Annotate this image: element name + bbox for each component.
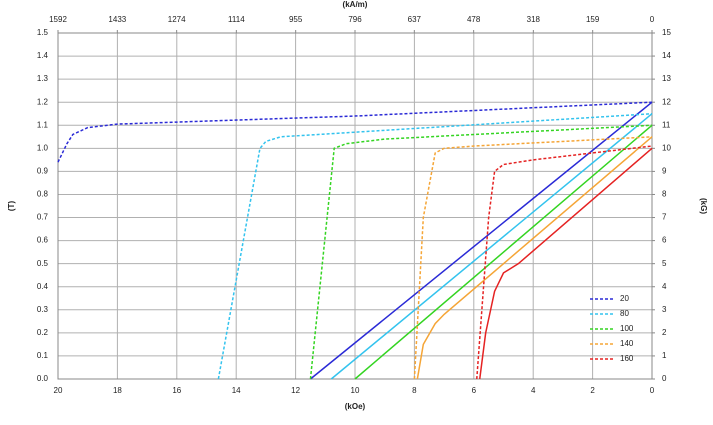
y-tick-label: 1.0 [37, 143, 49, 152]
x2-tick-label: 796 [348, 15, 362, 24]
intrinsic-curve [309, 124, 653, 380]
y-tick-label: 1.1 [37, 120, 49, 129]
normal-curve [330, 113, 653, 380]
y-tick-label: 0.8 [37, 190, 49, 199]
intrinsic-curve [413, 136, 653, 380]
x2-tick-label: 1592 [49, 15, 67, 24]
legend-label: 160 [620, 354, 634, 363]
y2-axis-title: (kG) [699, 198, 708, 214]
y-tick-label: 0.4 [37, 282, 49, 291]
x2-tick-label: 637 [408, 15, 422, 24]
y-tick-label: 0.2 [37, 328, 49, 337]
x-tick-label: 14 [232, 386, 241, 395]
x-tick-label: 18 [113, 386, 122, 395]
x2-tick-label: 318 [527, 15, 541, 24]
y2-tick-label: 13 [662, 74, 671, 83]
y-tick-label: 0.3 [37, 305, 49, 314]
y2-tick-label: 4 [662, 282, 667, 291]
x-axis-title: (kOe) [345, 402, 366, 411]
normal-curve [309, 101, 653, 380]
x2-tick-label: 159 [586, 15, 600, 24]
x-tick-label: 6 [472, 386, 477, 395]
y2-tick-label: 7 [662, 213, 667, 222]
x-tick-label: 4 [531, 386, 536, 395]
y2-tick-label: 12 [662, 97, 671, 106]
y-tick-label: 0.1 [37, 351, 49, 360]
y2-tick-label: 3 [662, 305, 667, 314]
legend-label: 20 [620, 294, 629, 303]
x-tick-label: 16 [172, 386, 181, 395]
intrinsic-curve [57, 101, 653, 163]
x-tick-label: 0 [650, 386, 655, 395]
y2-tick-label: 6 [662, 236, 667, 245]
y2-tick-label: 9 [662, 167, 667, 176]
x2-tick-label: 955 [289, 15, 303, 24]
x2-tick-label: 1274 [168, 15, 186, 24]
legend-label: 140 [620, 339, 634, 348]
y2-tick-label: 14 [662, 51, 671, 60]
y-tick-label: 0.7 [37, 213, 49, 222]
normal-curve [354, 124, 653, 380]
x2-axis-title: (kA/m) [343, 0, 368, 9]
y-tick-label: 1.5 [37, 28, 49, 37]
y2-tick-label: 10 [662, 143, 671, 152]
x2-tick-label: 478 [467, 15, 481, 24]
x2-tick-label: 1114 [228, 15, 245, 24]
y2-tick-label: 15 [662, 28, 671, 37]
x-tick-label: 12 [291, 386, 300, 395]
y-axis-title: (T) [7, 201, 16, 212]
legend-label: 100 [620, 324, 634, 333]
y2-tick-label: 8 [662, 190, 667, 199]
y-tick-label: 1.3 [37, 74, 49, 83]
y-tick-label: 1.4 [37, 51, 49, 60]
y2-tick-label: 1 [662, 351, 667, 360]
x2-tick-label: 1433 [108, 15, 126, 24]
y2-tick-label: 11 [662, 120, 671, 129]
y-tick-label: 0.9 [37, 167, 49, 176]
x-tick-label: 20 [54, 386, 63, 395]
y2-tick-label: 0 [662, 374, 667, 383]
x2-tick-label: 0 [650, 15, 655, 24]
y-tick-label: 0.5 [37, 259, 49, 268]
y-tick-label: 0.6 [37, 236, 49, 245]
x-tick-label: 10 [351, 386, 360, 395]
legend-label: 80 [620, 309, 629, 318]
normal-curve [416, 136, 653, 380]
normal-curve [478, 147, 653, 380]
y-tick-label: 0.0 [37, 374, 49, 383]
x-tick-label: 2 [590, 386, 595, 395]
y2-tick-label: 5 [662, 259, 667, 268]
x-tick-label: 8 [412, 386, 417, 395]
intrinsic-curve [217, 112, 653, 380]
y2-tick-label: 2 [662, 328, 667, 337]
y-tick-label: 1.2 [37, 97, 49, 106]
